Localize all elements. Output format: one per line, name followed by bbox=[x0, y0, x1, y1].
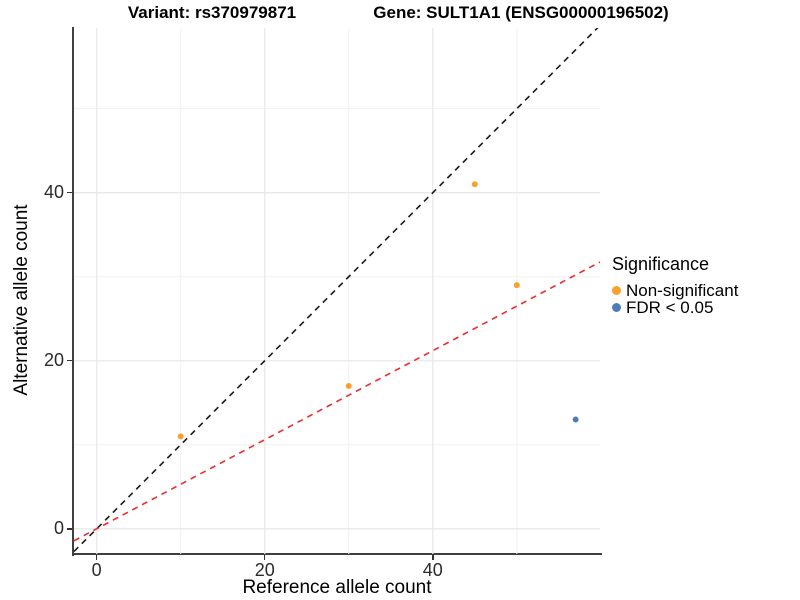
y-tick-label-20: 20 bbox=[43, 349, 64, 370]
plot-title-variant: Variant: rs370979871 bbox=[127, 3, 297, 22]
data-point-0-0 bbox=[177, 433, 184, 440]
x-tick-label-0: 0 bbox=[91, 560, 102, 580]
plot-panel bbox=[74, 28, 600, 554]
legend: Significance Non-significant FDR < 0.05 bbox=[612, 254, 798, 317]
x-tick-40 bbox=[432, 555, 434, 560]
y-tick-20 bbox=[67, 359, 72, 362]
plot-title-gene: Gene: SULT1A1 (ENSG00000196502) bbox=[373, 3, 669, 22]
legend-item-label: FDR < 0.05 bbox=[626, 297, 714, 317]
fit-line bbox=[74, 261, 600, 542]
x-tick-label-40: 40 bbox=[422, 560, 443, 580]
legend-title: Significance bbox=[612, 254, 710, 274]
data-point-1-0 bbox=[572, 416, 579, 423]
x-tick-label-20: 20 bbox=[254, 560, 275, 580]
data-point-0-2 bbox=[471, 181, 478, 188]
y-axis-title: Alternative allele count bbox=[11, 204, 32, 396]
x-axis-title: Reference allele count bbox=[242, 577, 432, 598]
identity-line bbox=[74, 28, 599, 553]
data-point-0-1 bbox=[345, 382, 352, 389]
y-tick-label-40: 40 bbox=[43, 181, 64, 202]
y-axis-line bbox=[72, 27, 74, 556]
fdr-dot-icon bbox=[612, 303, 621, 312]
legend-item-non-significant: Non-significant bbox=[612, 280, 798, 300]
y-tick-40 bbox=[67, 191, 72, 194]
data-point-0-3 bbox=[513, 282, 520, 289]
x-tick-0 bbox=[95, 555, 98, 560]
non-significant-dot-icon bbox=[612, 286, 621, 295]
y-tick-label-0: 0 bbox=[53, 517, 64, 538]
x-tick-20 bbox=[263, 555, 266, 560]
legend-item-fdr: FDR < 0.05 bbox=[612, 297, 798, 317]
legend-item-label: Non-significant bbox=[626, 280, 739, 300]
x-axis-line bbox=[72, 553, 602, 555]
y-tick-0 bbox=[67, 528, 72, 530]
